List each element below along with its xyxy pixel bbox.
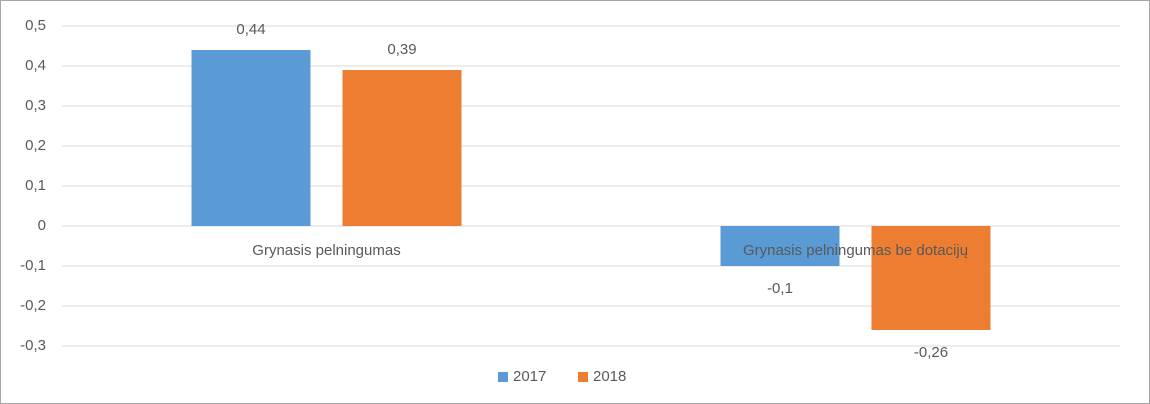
legend-label: 2018 [593, 368, 626, 385]
bar [871, 226, 991, 330]
bar [342, 70, 462, 226]
x-tick-label: Grynasis pelningumas [252, 242, 400, 259]
x-tick-label: Grynasis pelningumas be dotacijų [743, 242, 968, 259]
y-tick-label: 0 [38, 217, 46, 234]
legend-swatch [498, 372, 508, 382]
data-label: -0,26 [914, 344, 948, 361]
data-label: 0,44 [236, 21, 265, 38]
y-tick-label: 0,5 [25, 17, 46, 34]
legend-label: 2017 [513, 368, 546, 385]
y-tick-label: -0,1 [20, 257, 46, 274]
y-tick-label: 0,1 [25, 177, 46, 194]
legend-swatch [578, 372, 588, 382]
bar [191, 50, 311, 226]
data-label: -0,1 [767, 280, 793, 297]
y-tick-label: -0,3 [20, 337, 46, 354]
y-tick-label: 0,3 [25, 97, 46, 114]
y-tick-label: 0,2 [25, 137, 46, 154]
y-tick-label: -0,2 [20, 297, 46, 314]
bar [720, 226, 840, 266]
data-label: 0,39 [387, 41, 416, 58]
y-tick-label: 0,4 [25, 57, 46, 74]
